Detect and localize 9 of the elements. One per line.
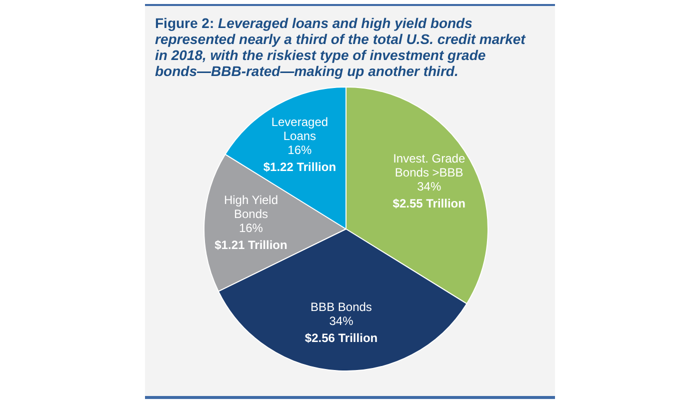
slice-label: High Yield Bonds xyxy=(224,193,278,222)
slice-label: Leveraged Loans xyxy=(271,114,328,143)
slice-label: BBB Bonds xyxy=(310,300,372,314)
data-label: 16% $1.21 Trillion xyxy=(214,221,288,252)
chart-title: Figure 2: Leveraged loans and high yield bonds represented nearly a third of the total U.S. credit market in 2018, with the riskiest type of investment grade bonds—BBB-rated—making up another third. xyxy=(155,15,526,79)
data-label: 16% $1.22 Trillion xyxy=(263,142,336,174)
slice-label: Invest. Grade Bonds >BBB xyxy=(393,152,466,180)
data-label: 34% $2.55 Trillion xyxy=(392,180,466,211)
data-label: 34% $2.56 Trillion xyxy=(304,314,378,346)
